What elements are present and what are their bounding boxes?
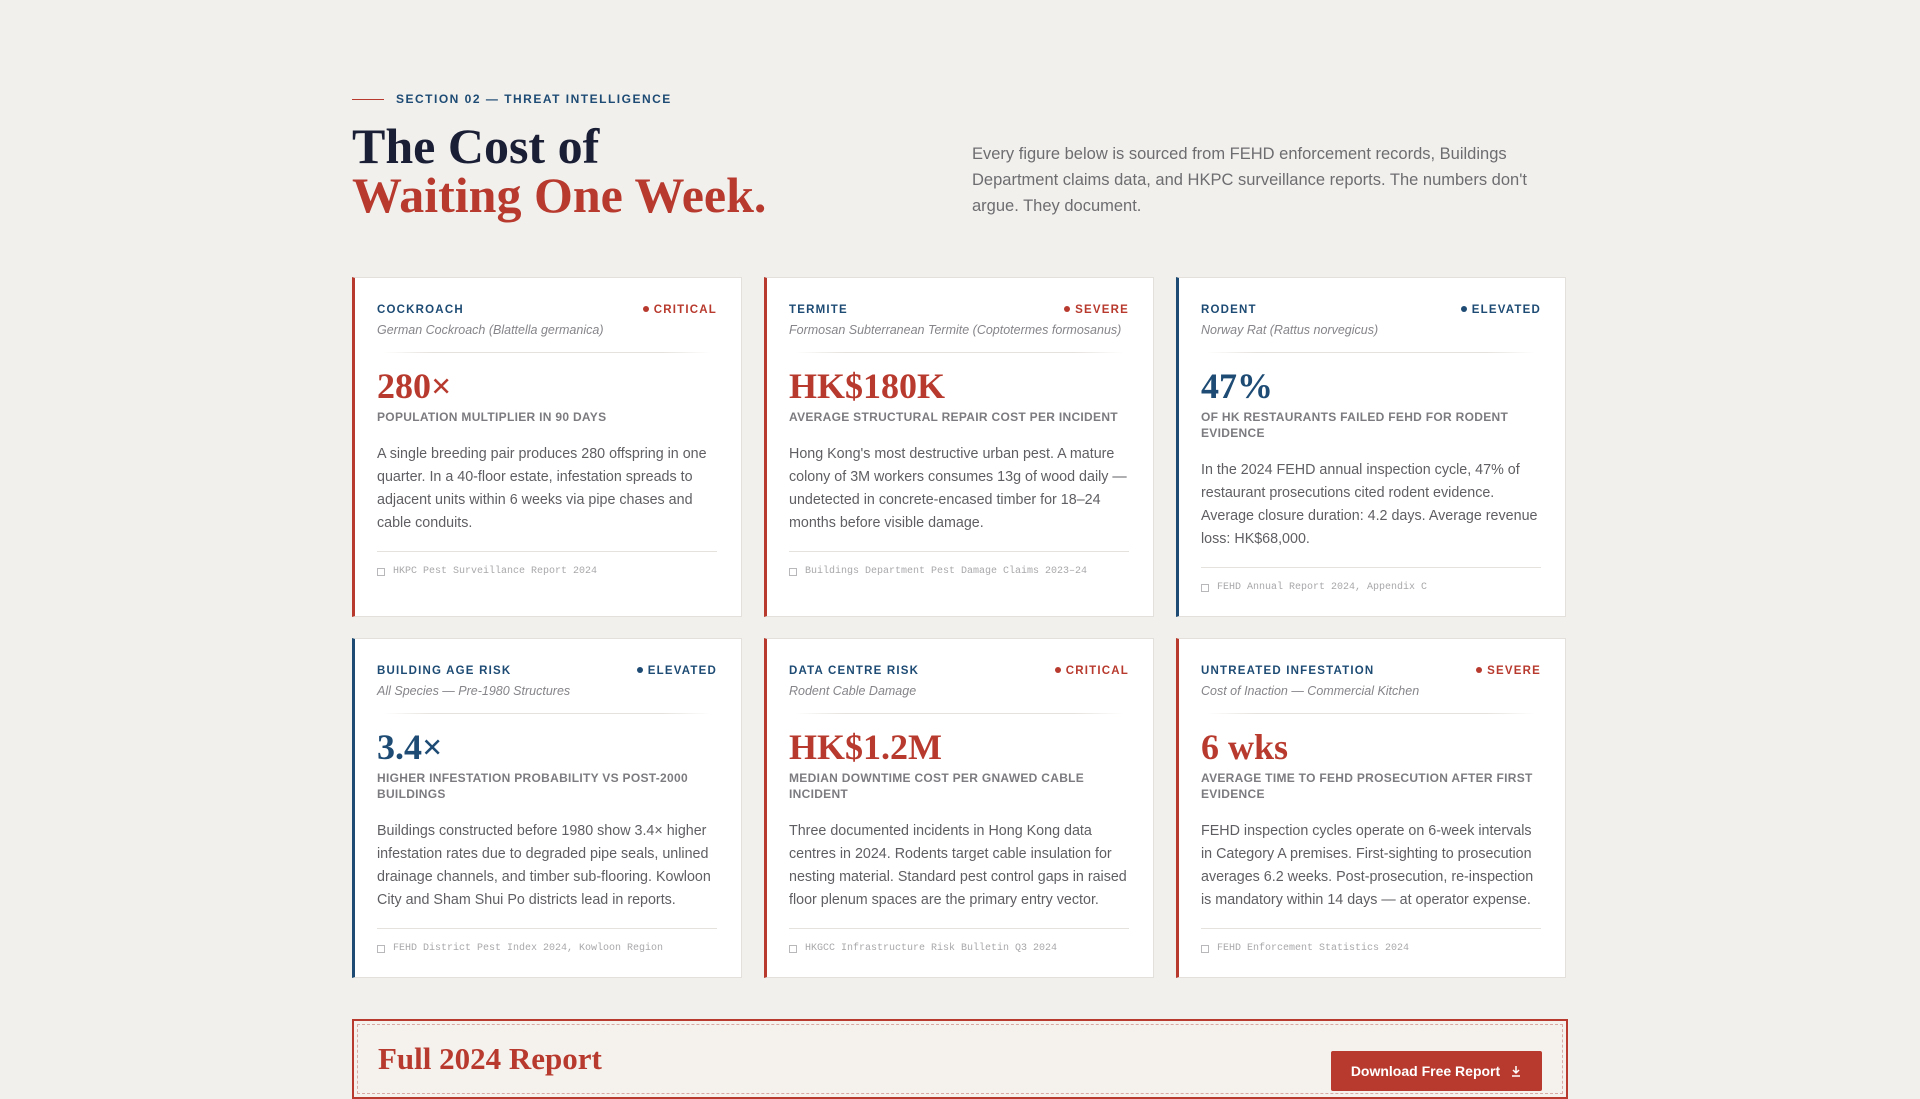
figure-label: POPULATION MULTIPLIER IN 90 DAYS: [377, 410, 607, 424]
description: In the 2024 FEHD annual inspection cycle…: [1201, 462, 1538, 547]
severity-level: CRITICAL: [1055, 665, 1129, 677]
category: UNTREATED INFESTATION: [1201, 665, 1375, 677]
species: Cost of Inaction — Commercial Kitchen: [1201, 684, 1420, 698]
card-header: TERMITE SEVERE: [789, 304, 1129, 316]
key-figure: HK$1.2M: [789, 727, 942, 767]
source: FEHD Enforcement Statistics 2024: [1201, 928, 1541, 954]
key-figure: 3.4×: [377, 727, 443, 767]
category: BUILDING AGE RISK: [377, 665, 512, 677]
source-text: HKPC Pest Surveillance Report 2024: [393, 566, 598, 577]
severity-level: CRITICAL: [643, 304, 717, 316]
divider: [1207, 713, 1535, 714]
card-header: UNTREATED INFESTATION SEVERE: [1201, 665, 1541, 677]
source-icon: [789, 944, 797, 953]
source-text: FEHD Enforcement Statistics 2024: [1217, 943, 1410, 954]
category: COCKROACH: [377, 304, 464, 316]
figure-label: AVERAGE TIME TO FEHD PROSECUTION AFTER F…: [1201, 771, 1533, 801]
figure-label: AVERAGE STRUCTURAL REPAIR COST PER INCID…: [789, 410, 1118, 424]
threat-card: TERMITE SEVERE Formosan Subterranean Termi…: [764, 277, 1154, 617]
source-icon: [377, 944, 385, 953]
threat-card: RODENT ELEVATED Norway Rat (Rattus norvegi…: [1176, 277, 1566, 617]
source: FEHD District Pest Index 2024, Kowloon R…: [377, 928, 717, 954]
description: FEHD inspection cycles operate on 6-week…: [1201, 823, 1534, 908]
source-text: Buildings Department Pest Damage Claims …: [805, 566, 1088, 577]
severity-level: ELEVATED: [637, 665, 717, 677]
source: FEHD Annual Report 2024, Appendix C: [1201, 567, 1541, 593]
card-header: COCKROACH CRITICAL: [377, 304, 717, 316]
source-icon: [377, 567, 385, 576]
key-figure: HK$180K: [789, 366, 946, 406]
banner-title: Full 2024 Report: [378, 1041, 602, 1076]
source-text: FEHD District Pest Index 2024, Kowloon R…: [393, 943, 664, 954]
species: German Cockroach (Blattella germanica): [377, 323, 604, 337]
species: All Species — Pre-1980 Structures: [377, 684, 571, 698]
species: Rodent Cable Damage: [789, 684, 917, 698]
description: Hong Kong's most destructive urban pest.…: [789, 446, 1127, 531]
eyebrow-rule: [352, 98, 384, 100]
title-line: The Cost of: [352, 118, 600, 174]
description: A single breeding pair produces 280 offs…: [377, 446, 707, 531]
threat-card: BUILDING AGE RISK ELEVATED All Species — P…: [352, 638, 742, 978]
category: RODENT: [1201, 304, 1257, 316]
source-icon: [1201, 944, 1209, 953]
species: Norway Rat (Rattus norvegicus): [1201, 323, 1379, 337]
divider: [795, 352, 1123, 353]
key-figure: 280×: [377, 366, 452, 406]
category: TERMITE: [789, 304, 848, 316]
species: Formosan Subterranean Termite (Coptoterm…: [789, 323, 1122, 337]
divider: [795, 713, 1123, 714]
source-icon: [1201, 583, 1209, 592]
card-header: BUILDING AGE RISK ELEVATED: [377, 665, 717, 677]
source: HKGCC Infrastructure Risk Bulletin Q3 20…: [789, 928, 1129, 954]
card-header: DATA CENTRE RISK CRITICAL: [789, 665, 1129, 677]
divider: [383, 352, 711, 353]
figure-label: OF HK RESTAURANTS FAILED FEHD FOR RODENT…: [1201, 410, 1509, 440]
threat-card: COCKROACH CRITICAL German Cockroach (Blatt…: [352, 277, 742, 617]
intro: Every figure below is sourced from FEHD …: [972, 145, 1527, 215]
divider: [383, 713, 711, 714]
divider: [1207, 352, 1535, 353]
eyebrow-text: SECTION 02 — THREAT INTELLIGENCE: [396, 92, 672, 106]
source-text: FEHD Annual Report 2024, Appendix C: [1217, 582, 1428, 593]
source: Buildings Department Pest Damage Claims …: [789, 551, 1129, 577]
key-figure: 6 wks: [1201, 727, 1289, 767]
download-icon: [1512, 1066, 1521, 1077]
title-line-accent: Waiting One Week.: [352, 167, 767, 223]
severity-level: SEVERE: [1064, 304, 1129, 316]
description: Buildings constructed before 1980 show 3…: [377, 823, 711, 908]
figure-label: MEDIAN DOWNTIME COST PER GNAWED CABLE IN…: [789, 771, 1085, 801]
source-text: HKGCC Infrastructure Risk Bulletin Q3 20…: [805, 943, 1058, 954]
card-grid: COCKROACH CRITICAL German Cockroach (Blatt…: [352, 277, 1568, 978]
title: The Cost of Waiting One Week.: [352, 121, 767, 223]
severity-level: SEVERE: [1476, 665, 1541, 677]
category: DATA CENTRE RISK: [789, 665, 920, 677]
button-label: Download Free Report: [1350, 1063, 1501, 1079]
card-header: RODENT ELEVATED: [1201, 304, 1541, 316]
severity-level: ELEVATED: [1461, 304, 1541, 316]
eyebrow: SECTION 02 — THREAT INTELLIGENCE: [352, 92, 672, 106]
report-banner: Full 2024 Report Download Free Report: [352, 1019, 1568, 1099]
key-figure: 47%: [1201, 366, 1273, 406]
threat-card: DATA CENTRE RISK CRITICAL Rodent Cable Dam…: [764, 638, 1154, 978]
source-icon: [789, 567, 797, 576]
figure-label: HIGHER INFESTATION PROBABILITY VS POST-2…: [377, 771, 688, 801]
source: HKPC Pest Surveillance Report 2024: [377, 551, 717, 577]
download-button[interactable]: Download Free Report: [1331, 1051, 1542, 1091]
threat-card: UNTREATED INFESTATION SEVERE Cost of Inact…: [1176, 638, 1566, 978]
description: Three documented incidents in Hong Kong …: [789, 823, 1127, 908]
